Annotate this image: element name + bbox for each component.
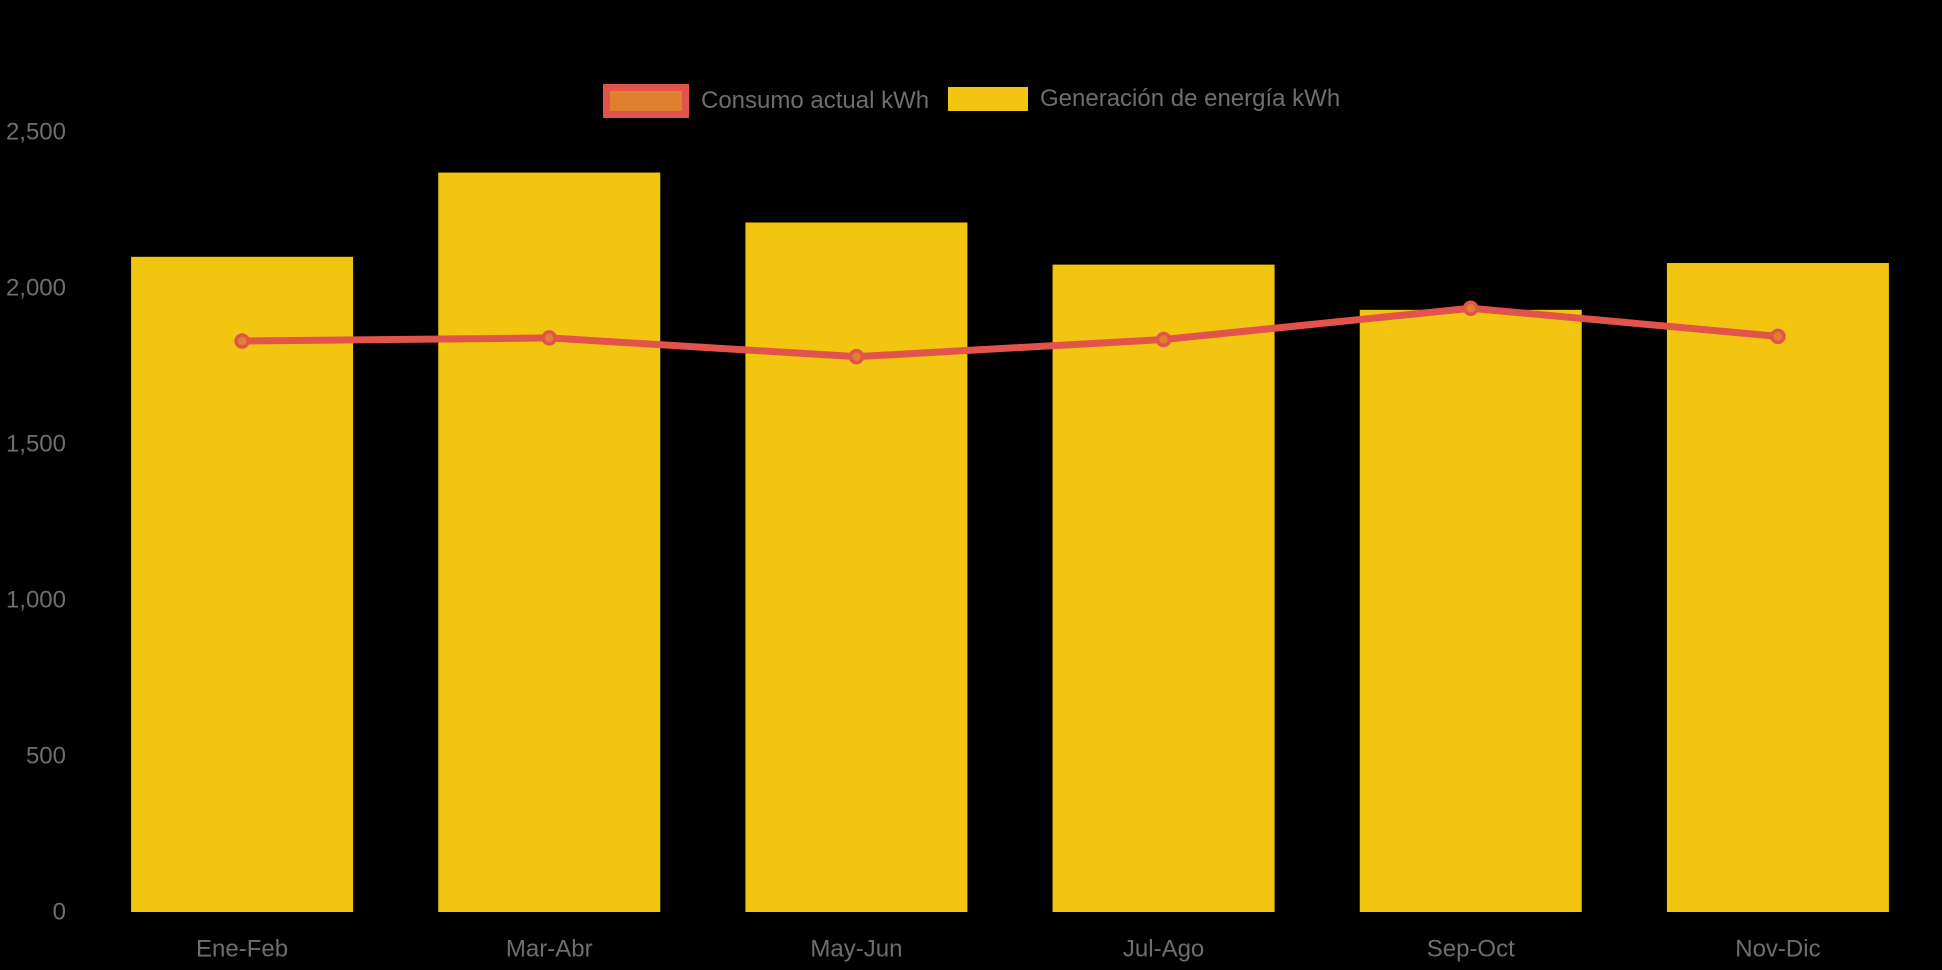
line-point-jul-ago[interactable] (1155, 331, 1172, 348)
bar-sep-oct[interactable] (1359, 309, 1582, 913)
x-axis-label-sep-oct: Sep-Oct (1427, 936, 1515, 963)
x-axis-label-ene-feb: Ene-Feb (196, 936, 288, 963)
bar-mar-abr[interactable] (438, 172, 661, 912)
legend-label-consumo: Consumo actual kWh (701, 87, 930, 114)
bar-jul-ago[interactable] (1052, 264, 1275, 913)
legend-swatch-generacion-icon (948, 87, 1028, 111)
legend-swatch-consumo-icon (603, 84, 689, 118)
y-axis-tick-label-1-000: 1,000 (6, 587, 66, 614)
legend-label-generacion: Generación de energía kWh (1040, 85, 1341, 112)
bar-nov-dic[interactable] (1666, 263, 1889, 912)
x-axis-label-nov-dic: Nov-Dic (1735, 936, 1820, 963)
line-point-nov-dic[interactable] (1770, 328, 1786, 345)
x-axis-label-mar-abr: Mar-Abr (506, 936, 593, 963)
consumo-line (242, 304, 1779, 361)
y-axis-tick-label-2-500: 2,500 (6, 119, 66, 146)
legend-swatch-consumo-inner (610, 91, 682, 111)
bar-ene-feb[interactable] (131, 256, 354, 912)
y-axis-tick-label-0: 0 (53, 899, 66, 926)
x-axis-label-jul-ago: Jul-Ago (1123, 936, 1204, 963)
bar-may-jun[interactable] (745, 222, 968, 913)
line-point-mar-abr[interactable] (541, 330, 557, 346)
legend-item-generacion[interactable]: Generación de energía kWh (948, 85, 1341, 112)
line-point-ene-feb[interactable] (234, 333, 250, 349)
line-point-sep-oct[interactable] (1463, 300, 1479, 317)
line-point-may-jun[interactable] (848, 348, 865, 365)
x-axis-label-may-jun: May-Jun (810, 936, 902, 963)
y-axis-tick-label-2-000: 2,000 (6, 275, 66, 302)
y-axis-tick-label-1-500: 1,500 (6, 431, 66, 458)
y-axis-tick-label-500: 500 (26, 743, 66, 770)
legend-item-consumo-actual[interactable]: Consumo actual kWh (603, 84, 929, 118)
